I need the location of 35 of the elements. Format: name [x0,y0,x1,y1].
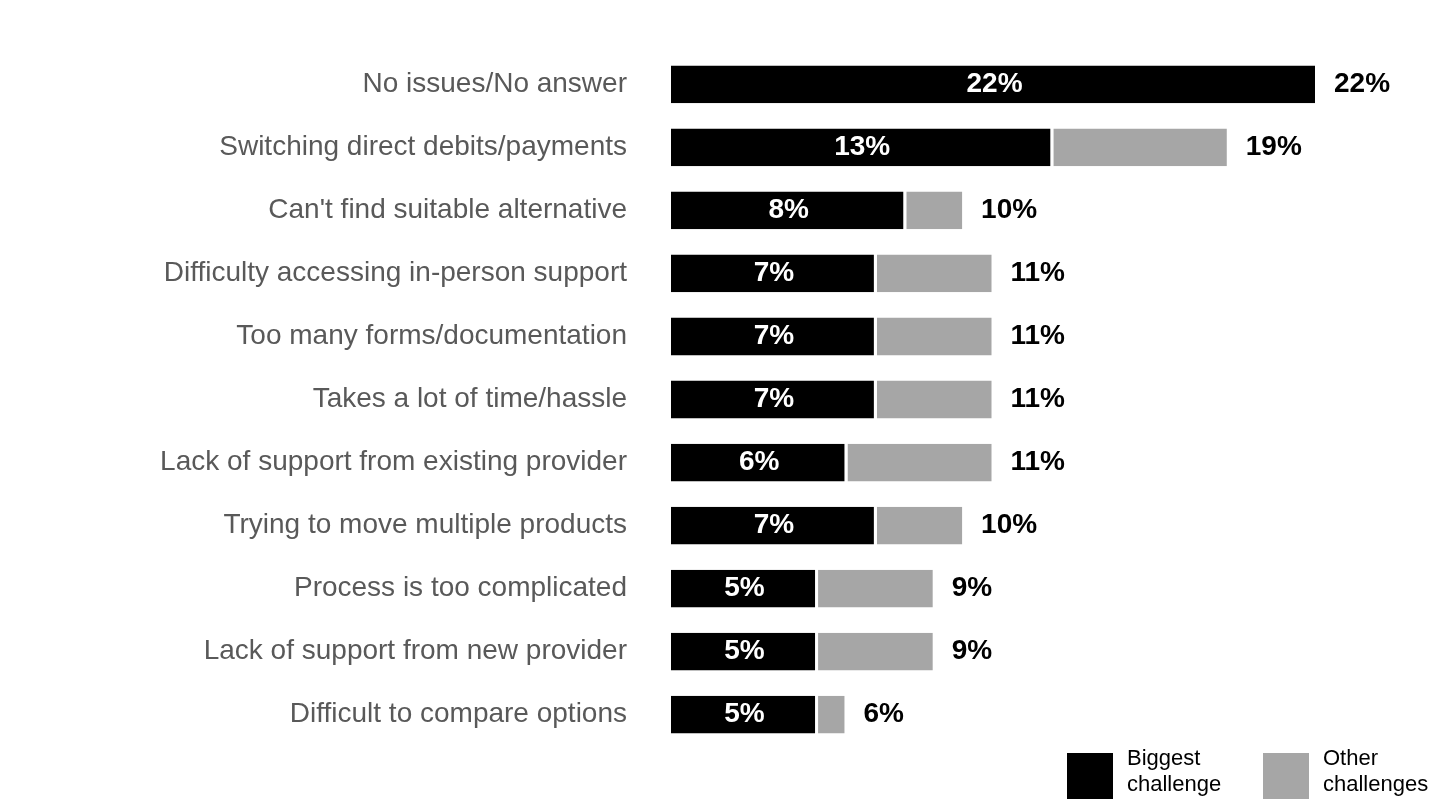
y-tick-label: Takes a lot of time/hassle [312,382,627,414]
data-label: 6% [738,445,780,477]
data-label: 8% [768,193,809,225]
total-label: 9% [951,634,993,666]
y-tick-label: Can't find suitable alternative [268,193,627,225]
total-label: 6% [863,697,905,729]
data-label: 7% [753,319,795,351]
total-label: 10% [981,508,1038,540]
data-label: 7% [753,508,795,540]
data-label: 5% [724,697,765,729]
total-label: 10% [981,193,1038,225]
data-label: 5% [724,634,765,666]
legend-label: Other challenges [1323,745,1430,797]
total-label: 11% [1010,319,1066,351]
legend-label: Biggest challenge [1127,745,1223,797]
y-tick-label: Process is too complicated [293,571,627,603]
data-label: 5% [724,571,765,603]
total-label: 11% [1010,445,1066,477]
total-label: 19% [1245,130,1302,162]
y-tick-label: No issues/No answer [362,67,627,99]
total-label: 9% [951,571,993,603]
data-label: 7% [753,256,795,288]
y-tick-label: Difficult to compare options [289,697,627,729]
y-tick-label: Too many forms/documentation [236,319,627,351]
total-label: 11% [1010,256,1066,288]
total-label: 11% [1010,382,1066,414]
y-tick-label: Trying to move multiple products [223,508,627,540]
y-tick-label: Difficulty accessing in-person support [163,256,628,288]
y-tick-label: Switching direct debits/payments [219,130,627,162]
data-label: 7% [753,382,795,414]
y-tick-label: Lack of support from existing provider [160,445,627,477]
total-label: 22% [1334,67,1391,99]
y-tick-label: Lack of support from new provider [203,634,627,666]
data-label: 13% [834,130,891,162]
data-label: 22% [966,67,1023,99]
